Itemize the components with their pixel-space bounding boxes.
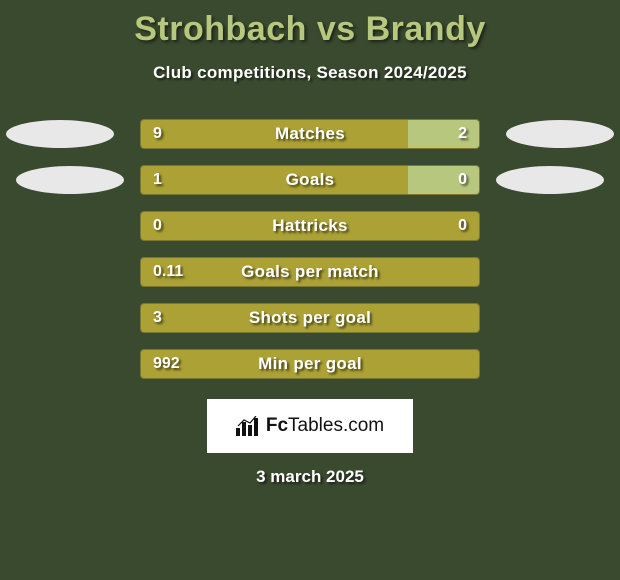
stat-value-left: 3 (153, 304, 162, 332)
bar-left-segment (141, 304, 479, 332)
stat-value-left: 992 (153, 350, 180, 378)
logo-text-fc: Fc (266, 415, 288, 436)
bar-right-segment (408, 120, 479, 148)
date-label: 3 march 2025 (0, 467, 620, 487)
stat-bar: 0 0 Hattricks (140, 211, 480, 241)
stat-row-shots-per-goal: 3 Shots per goal (0, 295, 620, 341)
stat-value-right: 0 (458, 212, 467, 240)
logo-inner: FcTables.com (236, 415, 384, 437)
stat-value-left: 0.11 (153, 258, 183, 286)
bar-chart-icon (236, 416, 260, 436)
player-left-marker (6, 120, 114, 148)
stat-value-left: 9 (153, 120, 162, 148)
stat-value-right: 0 (458, 166, 467, 194)
comparison-infographic: Strohbach vs Brandy Club competitions, S… (0, 0, 620, 580)
stat-row-min-per-goal: 992 Min per goal (0, 341, 620, 387)
stat-bar: 992 Min per goal (140, 349, 480, 379)
subtitle: Club competitions, Season 2024/2025 (0, 63, 620, 83)
date-wrap: 3 march 2025 (0, 467, 620, 487)
stat-value-left: 1 (153, 166, 162, 194)
title-player-left: Strohbach (134, 10, 307, 48)
title-vs: vs (317, 10, 356, 48)
stat-rows: 9 2 Matches 1 0 Goals 0 0 Hat (0, 111, 620, 387)
stat-bar: 1 0 Goals (140, 165, 480, 195)
page-title: Strohbach vs Brandy (0, 0, 620, 49)
stat-row-matches: 9 2 Matches (0, 111, 620, 157)
stat-value-right: 2 (458, 120, 467, 148)
fctables-logo: FcTables.com (207, 399, 413, 453)
logo-text-tables: Tables.com (288, 415, 384, 436)
bar-right-segment (408, 166, 479, 194)
stat-row-goals: 1 0 Goals (0, 157, 620, 203)
logo-text: FcTables.com (266, 415, 384, 437)
bar-left-segment (141, 350, 479, 378)
stat-row-hattricks: 0 0 Hattricks (0, 203, 620, 249)
player-right-marker (496, 166, 604, 194)
stat-value-left: 0 (153, 212, 162, 240)
bar-left-segment (141, 258, 479, 286)
player-left-marker (16, 166, 124, 194)
stat-bar: 0.11 Goals per match (140, 257, 480, 287)
bar-left-segment (141, 120, 408, 148)
title-player-right: Brandy (366, 10, 486, 48)
stat-bar: 9 2 Matches (140, 119, 480, 149)
bar-left-segment (141, 166, 408, 194)
stat-row-goals-per-match: 0.11 Goals per match (0, 249, 620, 295)
player-right-marker (506, 120, 614, 148)
stat-bar: 3 Shots per goal (140, 303, 480, 333)
bar-left-segment (141, 212, 479, 240)
